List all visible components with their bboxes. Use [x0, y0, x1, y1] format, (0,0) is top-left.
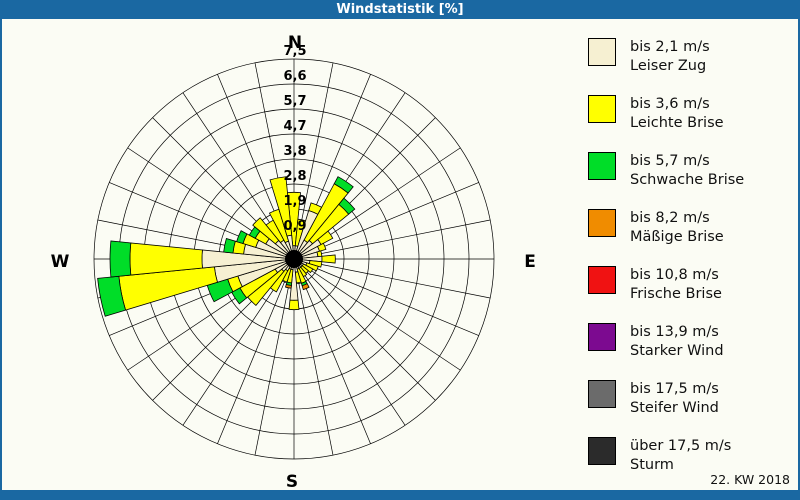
wind-bar-segment [301, 263, 314, 274]
legend-wind-name: Mäßige Brise [630, 229, 724, 245]
wind-bar-segment [338, 197, 356, 215]
legend-wind-name: Steifer Wind [630, 400, 719, 416]
legend-speed-label: bis 8,2 m/s [630, 210, 710, 226]
wind-bar-segment [316, 250, 323, 258]
legend-wind-name: Leiser Zug [630, 58, 707, 74]
legend-item: bis 8,2 m/s Mäßige Brise [588, 209, 744, 247]
legend-wind-name: Starker Wind [630, 343, 724, 359]
legend-item: bis 3,6 m/s Leichte Brise [588, 95, 744, 133]
legend-swatch [588, 323, 616, 351]
legend-wind-name: Sturm [630, 457, 674, 473]
legend-item: bis 17,5 m/s Steifer Wind [588, 380, 744, 418]
calendar-week-label: 22. KW 2018 [710, 472, 790, 487]
wind-rose-chart: 0,9 1,9 2,8 3,8 4,7 5,7 6,6 7,5N S E W [51, 33, 536, 490]
wind-bar-segment [269, 176, 293, 237]
ring-label: 3,8 [283, 144, 306, 159]
legend-speed-label: bis 10,8 m/s [630, 267, 719, 283]
wind-rose-bars [97, 176, 356, 317]
legend-wind-name: Schwache Brise [630, 172, 745, 188]
legend-wind-name: Frische Brise [630, 286, 722, 302]
legend-item: über 17,5 m/s Sturm [588, 437, 744, 475]
window-title: Windstatistik [%] [336, 2, 464, 17]
legend-speed-label: bis 17,5 m/s [630, 381, 719, 397]
legend-text: bis 5,7 m/s Schwache Brise [630, 152, 744, 190]
legend-swatch [588, 38, 616, 66]
wind-bar-segment [109, 240, 132, 278]
legend-speed-label: bis 3,6 m/s [630, 96, 710, 112]
wind-bar-segment [321, 254, 336, 264]
wind-bar-segment [287, 191, 301, 247]
wind-bar-segment [223, 237, 236, 254]
legend-wind-name: Leichte Brise [630, 115, 724, 131]
legend-swatch [588, 437, 616, 465]
compass-label-s: S [286, 472, 298, 490]
wind-bar-segment [284, 284, 292, 289]
legend-text: bis 2,1 m/s Leiser Zug [630, 38, 710, 76]
legend-item: bis 2,1 m/s Leiser Zug [588, 38, 744, 76]
title-bar: Windstatistik [%] [0, 0, 800, 19]
legend-swatch [588, 266, 616, 294]
legend-swatch [588, 95, 616, 123]
bottom-bar [0, 490, 800, 500]
ring-label: 7,5 [283, 44, 306, 59]
wind-bar-segment [305, 262, 319, 272]
legend-speed-label: bis 5,7 m/s [630, 153, 710, 169]
ring-label: 4,7 [283, 119, 306, 134]
legend-text: bis 17,5 m/s Steifer Wind [630, 380, 719, 418]
compass-label-w: W [51, 252, 70, 272]
wind-bar-segment [316, 242, 327, 252]
compass-label-n: N [288, 33, 302, 53]
ring-label: 6,6 [283, 69, 306, 84]
legend-item: bis 10,8 m/s Frische Brise [588, 266, 744, 304]
ring-label: 1,9 [283, 194, 306, 209]
wind-bar-segment [308, 260, 323, 268]
wind-bar-segment [236, 230, 248, 245]
wind-bar-segment [317, 230, 334, 246]
legend-swatch [588, 380, 616, 408]
legend-text: bis 10,8 m/s Frische Brise [630, 266, 722, 304]
legend-item: bis 13,9 m/s Starker Wind [588, 323, 744, 361]
legend: bis 2,1 m/s Leiser Zug bis 3,6 m/s Leichte … [588, 38, 744, 494]
legend-speed-label: bis 13,9 m/s [630, 324, 719, 340]
legend-text: bis 8,2 m/s Mäßige Brise [630, 209, 724, 247]
compass-label-e: E [524, 252, 536, 272]
wind-bar-segment [288, 299, 300, 311]
legend-item: bis 5,7 m/s Schwache Brise [588, 152, 744, 190]
legend-swatch [588, 209, 616, 237]
legend-text: über 17,5 m/s Sturm [630, 437, 731, 475]
legend-text: bis 3,6 m/s Leichte Brise [630, 95, 724, 133]
ring-label: 0,9 [283, 219, 306, 234]
rose-center-hub [285, 250, 303, 268]
legend-swatch [588, 152, 616, 180]
legend-speed-label: über 17,5 m/s [630, 438, 732, 454]
wind-bar-segment [97, 275, 127, 317]
legend-speed-label: bis 2,1 m/s [630, 39, 710, 55]
wind-bar-segment [333, 176, 354, 194]
ring-label: 5,7 [283, 94, 306, 109]
wind-bar-segment [252, 217, 280, 245]
radial-axis-labels: 0,9 1,9 2,8 3,8 4,7 5,7 6,6 7,5 [283, 44, 306, 234]
legend-text: bis 13,9 m/s Starker Wind [630, 323, 724, 361]
wind-bar-segment [301, 283, 310, 291]
ring-label: 2,8 [283, 169, 306, 184]
